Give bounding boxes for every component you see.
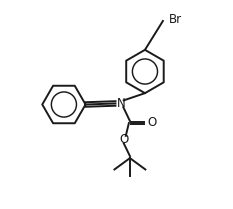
Text: Br: Br xyxy=(169,13,182,27)
Text: O: O xyxy=(119,133,128,146)
Text: N: N xyxy=(117,97,126,110)
Text: O: O xyxy=(147,116,157,129)
